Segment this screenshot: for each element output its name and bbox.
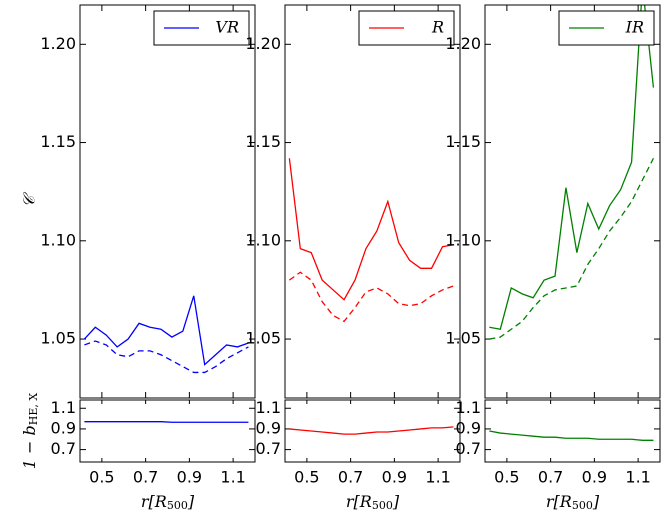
x-label-sub: 500 <box>372 499 393 512</box>
y-tick-label: 1.05 <box>445 329 481 348</box>
data-line <box>288 271 454 323</box>
y-tick-label: 0.7 <box>456 439 481 458</box>
data-line <box>84 421 249 423</box>
y-tick-label: 1.05 <box>245 329 281 348</box>
y-tick-label: 1.20 <box>245 34 281 53</box>
y-tick-label: 1.10 <box>245 230 281 249</box>
data-line <box>489 157 655 340</box>
y-tick-label: 1.15 <box>445 132 481 151</box>
data-line <box>289 426 454 435</box>
x-tick-label: 0.7 <box>133 468 158 487</box>
x-label-tail: ] <box>392 492 400 511</box>
x-label-sub: 500 <box>572 499 593 512</box>
y-tick-label: 0.7 <box>256 439 281 458</box>
y-label-sub: HE, X <box>27 393 40 426</box>
data-line <box>84 340 249 374</box>
plot-frame <box>284 399 461 463</box>
data-line <box>489 5 655 330</box>
y-tick-label: 1.05 <box>40 329 76 348</box>
x-label-main: r[R <box>546 492 572 511</box>
y-tick-label: 0.9 <box>51 418 76 437</box>
x-tick-label: 1.1 <box>625 468 650 487</box>
plot-frame <box>79 399 256 463</box>
data-line <box>288 158 454 301</box>
legend-label: IR <box>625 18 644 37</box>
y-axis-label: 𝒞 <box>20 191 39 207</box>
y-tick-label: 1.20 <box>40 34 76 53</box>
x-label-main: r[R <box>346 492 372 511</box>
y-axis-label: 1 − bHE, X <box>20 393 41 470</box>
y-tick-label: 0.9 <box>456 418 481 437</box>
data-line <box>83 295 249 366</box>
x-axis-label: r[R500] <box>141 492 195 513</box>
y-label-main: 1 − b <box>20 425 39 469</box>
x-tick-label: 0.5 <box>294 468 319 487</box>
plot-frame <box>484 4 661 399</box>
data-line <box>489 430 654 441</box>
x-tick-label: 0.5 <box>89 468 114 487</box>
x-tick-label: 0.9 <box>582 468 607 487</box>
x-label-main: r[R <box>141 492 167 511</box>
legend-label: VR <box>215 18 239 37</box>
legend-label: R <box>431 18 444 37</box>
plot-frame <box>284 4 461 399</box>
x-tick-label: 1.1 <box>425 468 450 487</box>
plot-frame <box>484 399 661 463</box>
x-label-tail: ] <box>187 492 195 511</box>
y-tick-label: 1.15 <box>245 132 281 151</box>
x-axis-label: r[R500] <box>346 492 400 513</box>
x-tick-label: 0.9 <box>382 468 407 487</box>
y-tick-label: 1.10 <box>40 230 76 249</box>
y-tick-label: 1.20 <box>445 34 481 53</box>
y-tick-label: 0.9 <box>256 418 281 437</box>
x-label-sub: 500 <box>167 499 188 512</box>
y-tick-label: 0.7 <box>51 439 76 458</box>
y-tick-label: 1.1 <box>256 398 281 417</box>
x-tick-label: 0.7 <box>338 468 363 487</box>
x-label-tail: ] <box>592 492 600 511</box>
plot-frame <box>79 4 256 399</box>
y-tick-label: 1.1 <box>456 398 481 417</box>
x-tick-label: 1.1 <box>220 468 245 487</box>
y-tick-label: 1.15 <box>40 132 76 151</box>
x-tick-label: 0.7 <box>538 468 563 487</box>
x-tick-label: 0.5 <box>494 468 519 487</box>
y-tick-label: 1.10 <box>445 230 481 249</box>
x-tick-label: 0.9 <box>177 468 202 487</box>
x-axis-label: r[R500] <box>546 492 600 513</box>
y-tick-label: 1.1 <box>51 398 76 417</box>
